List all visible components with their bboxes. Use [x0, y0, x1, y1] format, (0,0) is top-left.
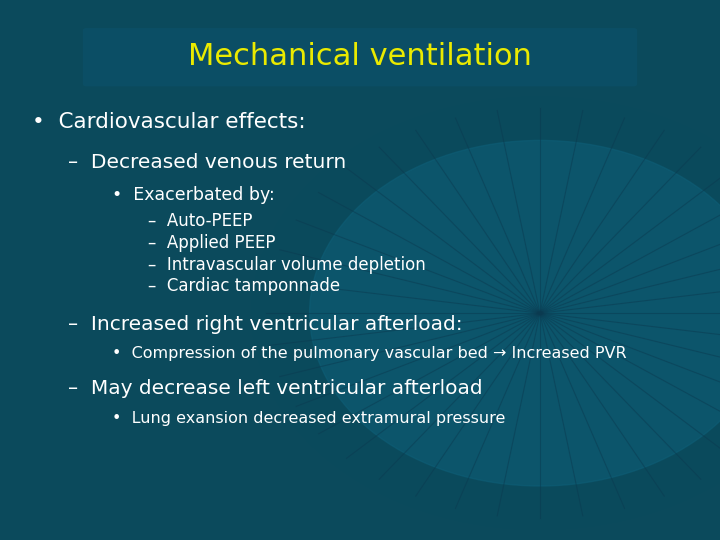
Text: •  Cardiovascular effects:: • Cardiovascular effects: [32, 111, 306, 132]
Text: –  Increased right ventricular afterload:: – Increased right ventricular afterload: [68, 314, 463, 334]
Circle shape [252, 97, 720, 529]
Circle shape [310, 140, 720, 486]
Text: –  Auto-PEEP: – Auto-PEEP [148, 212, 252, 231]
Text: –  Decreased venous return: – Decreased venous return [68, 152, 346, 172]
Text: Mechanical ventilation: Mechanical ventilation [188, 42, 532, 71]
Text: –  May decrease left ventricular afterload: – May decrease left ventricular afterloa… [68, 379, 483, 399]
Text: •  Compression of the pulmonary vascular bed → Increased PVR: • Compression of the pulmonary vascular … [112, 346, 626, 361]
Text: •  Exacerbated by:: • Exacerbated by: [112, 186, 274, 205]
Text: –  Cardiac tamponnade: – Cardiac tamponnade [148, 277, 340, 295]
Text: –  Applied PEEP: – Applied PEEP [148, 234, 275, 252]
Text: •  Lung exansion decreased extramural pressure: • Lung exansion decreased extramural pre… [112, 411, 505, 426]
FancyBboxPatch shape [83, 28, 637, 86]
Text: –  Intravascular volume depletion: – Intravascular volume depletion [148, 255, 426, 274]
